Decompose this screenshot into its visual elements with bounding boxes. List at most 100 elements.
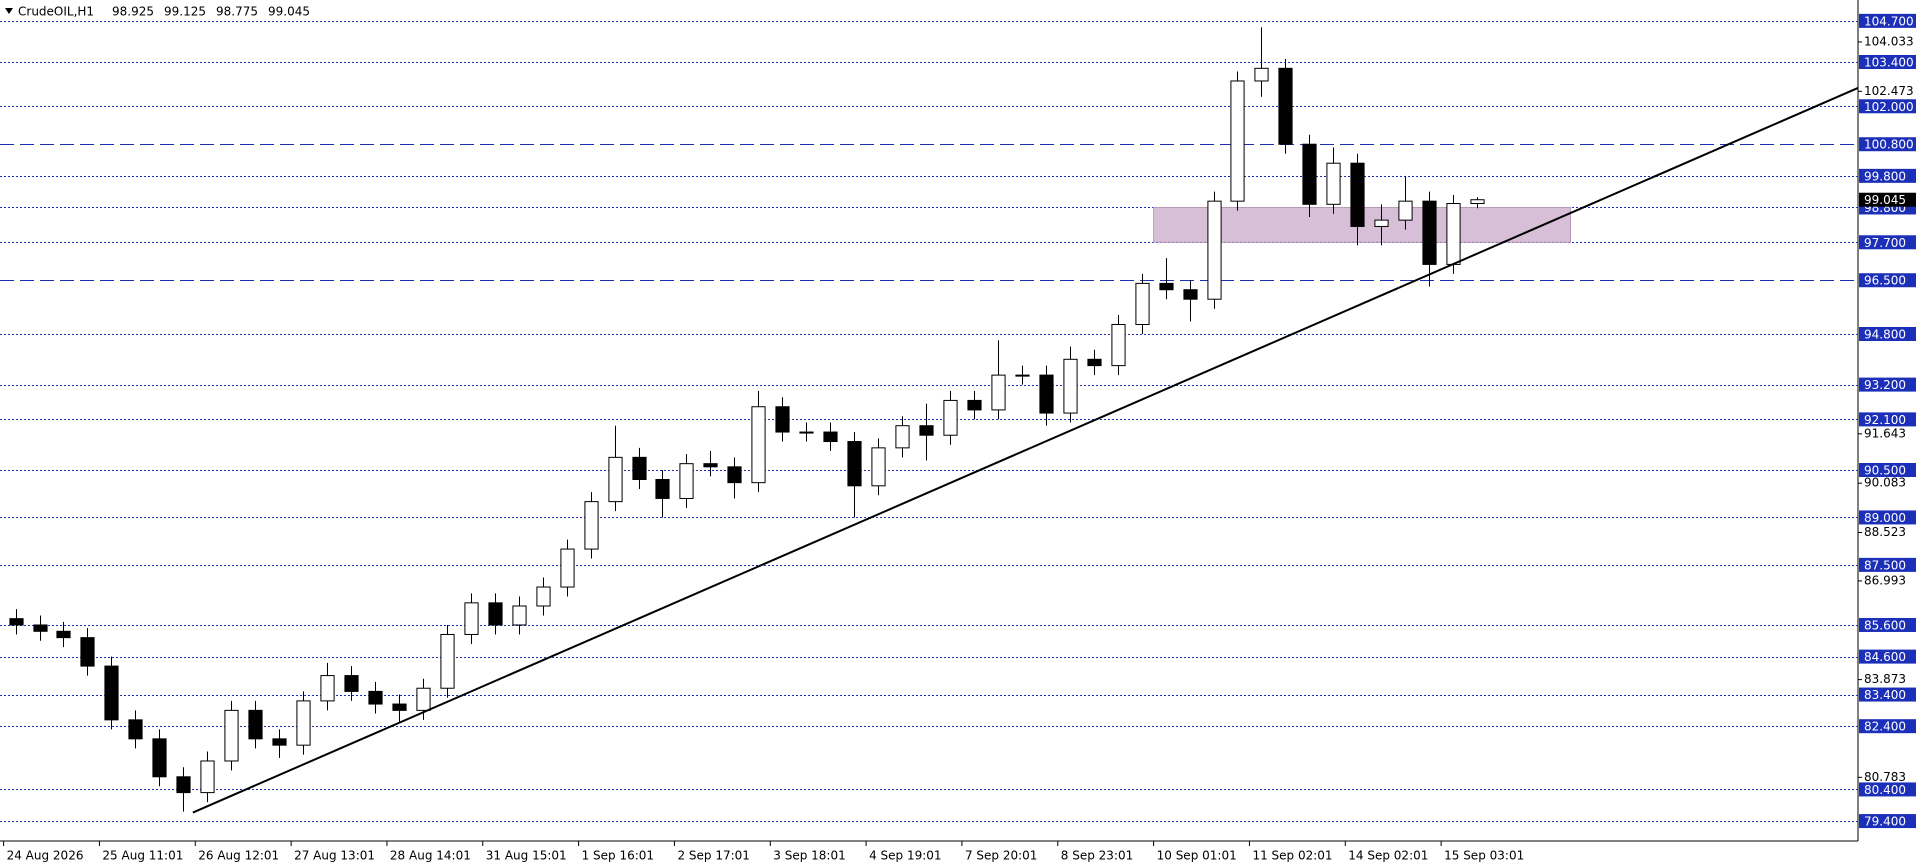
candle-body [1326, 162, 1341, 205]
x-tick-label: 8 Sep 23:01 [1061, 849, 1133, 863]
level-label: 103.400 [1864, 55, 1914, 69]
level-label-box [1859, 687, 1916, 702]
symbol: CrudeOIL,H1 [18, 5, 94, 19]
candle-body [464, 602, 479, 635]
x-tick-label: 1 Sep 16:01 [582, 849, 654, 863]
level-label-box [1859, 377, 1916, 392]
level-label-box [1859, 617, 1916, 632]
candle-body [703, 463, 718, 468]
candle-body [1374, 219, 1389, 227]
candle-body [799, 431, 814, 434]
level-label: 100.800 [1864, 138, 1914, 152]
level-label-box [1859, 13, 1916, 28]
candle-body [1159, 282, 1174, 291]
candle-body [392, 703, 407, 711]
ohlc-high: 99.125 [164, 5, 206, 19]
candle-body [991, 374, 1006, 411]
current-price-box [1859, 192, 1916, 207]
level-label-box [1859, 557, 1916, 572]
candle-body [608, 456, 623, 503]
collapse-arrow[interactable] [5, 8, 13, 14]
y-tick-label: 88.523 [1864, 525, 1906, 539]
candle-body [1063, 358, 1078, 414]
level-label: 89.000 [1864, 511, 1906, 525]
candle-body [1111, 324, 1126, 367]
level-label: 93.200 [1864, 378, 1906, 392]
candle-body [1398, 200, 1413, 221]
y-tick-label: 104.033 [1864, 34, 1914, 48]
candle-body [176, 776, 191, 794]
x-tick-label: 4 Sep 19:01 [869, 849, 941, 863]
level-label: 83.400 [1864, 688, 1906, 702]
y-tick-label: 102.473 [1864, 84, 1914, 98]
level-label: 104.700 [1864, 14, 1914, 28]
candle-body [751, 406, 766, 484]
x-tick-label: 7 Sep 20:01 [965, 849, 1037, 863]
candle-body [1039, 374, 1054, 414]
candle-body [632, 456, 647, 480]
candle-body [727, 466, 742, 484]
level-label-box [1859, 326, 1916, 341]
level-label: 79.400 [1864, 815, 1906, 829]
candle-body [368, 690, 383, 705]
level-label-box [1859, 719, 1916, 734]
level-label-box [1859, 412, 1916, 427]
level-label-box [1859, 137, 1916, 152]
candle-body [1470, 199, 1485, 205]
candle-body [655, 478, 670, 499]
x-tick-label: 27 Aug 13:01 [294, 849, 375, 863]
x-tick-label: 3 Sep 18:01 [773, 849, 845, 863]
x-tick-label: 31 Aug 15:01 [486, 849, 567, 863]
candle-body [224, 709, 239, 762]
candle-body [1446, 203, 1461, 265]
x-tick-label: 15 Sep 03:01 [1444, 849, 1524, 863]
ohlc-open: 98.925 [112, 5, 154, 19]
x-tick-label: 10 Sep 01:01 [1157, 849, 1237, 863]
candle-body [679, 463, 694, 499]
y-tick-label: 91.643 [1864, 426, 1906, 440]
level-label-box [1859, 168, 1916, 183]
candle-body [200, 760, 215, 794]
level-label-box [1859, 273, 1916, 288]
y-tick-label: 80.783 [1864, 770, 1906, 784]
candle-body [895, 425, 910, 449]
ohlc-close: 99.045 [268, 5, 310, 19]
candle-body [1254, 67, 1269, 82]
level-label: 85.600 [1864, 618, 1906, 632]
candle-body [272, 738, 287, 746]
current-price-label: 99.045 [1864, 193, 1906, 207]
candle-body [512, 605, 527, 626]
candle-body [296, 700, 311, 746]
candle-body [1207, 200, 1222, 300]
candle-body [80, 637, 95, 667]
x-tick-label: 2 Sep 17:01 [677, 849, 749, 863]
level-label: 90.500 [1864, 463, 1906, 477]
candle-body [1302, 143, 1317, 205]
candle-body [1183, 289, 1198, 300]
candle-body [1015, 374, 1030, 377]
candle-body [9, 618, 24, 626]
level-label-box [1859, 462, 1916, 477]
candle-body [344, 675, 359, 692]
candle-body [919, 425, 934, 436]
candle-body [1230, 80, 1245, 202]
y-tick-label: 83.873 [1864, 672, 1906, 686]
candle-body [1350, 162, 1365, 227]
candle-body [1135, 282, 1150, 326]
x-tick-label: 28 Aug 14:01 [390, 849, 471, 863]
level-label: 87.500 [1864, 558, 1906, 572]
level-label: 94.800 [1864, 327, 1906, 341]
x-tick-label: 11 Sep 02:01 [1252, 849, 1332, 863]
candle-body [1087, 358, 1102, 367]
level-label: 92.100 [1864, 413, 1906, 427]
trendline [192, 87, 1859, 814]
level-label-box [1859, 814, 1916, 829]
level-label: 97.700 [1864, 236, 1906, 250]
candle-body [320, 675, 335, 702]
candle-body [56, 630, 71, 639]
level-label: 96.500 [1864, 274, 1906, 288]
candle-body [104, 665, 119, 721]
candle-body [248, 709, 263, 740]
